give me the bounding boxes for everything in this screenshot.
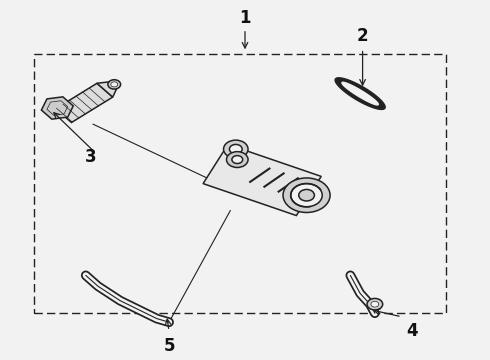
Text: 5: 5 [163,337,175,355]
Circle shape [283,178,330,212]
Circle shape [367,298,383,310]
Circle shape [371,301,379,307]
Circle shape [299,189,315,201]
Circle shape [232,156,243,163]
Polygon shape [342,82,378,105]
Text: 1: 1 [239,9,251,27]
Circle shape [223,140,248,158]
Polygon shape [97,82,118,97]
Text: 3: 3 [85,148,97,166]
Circle shape [291,184,322,207]
Polygon shape [42,97,73,119]
Text: 4: 4 [406,322,417,340]
Text: 2: 2 [357,27,368,45]
Circle shape [108,80,121,89]
Polygon shape [335,78,385,109]
Bar [34,54,446,313]
Polygon shape [203,144,321,216]
Circle shape [229,144,242,154]
Circle shape [226,152,248,167]
Polygon shape [56,83,113,122]
Circle shape [111,82,118,87]
